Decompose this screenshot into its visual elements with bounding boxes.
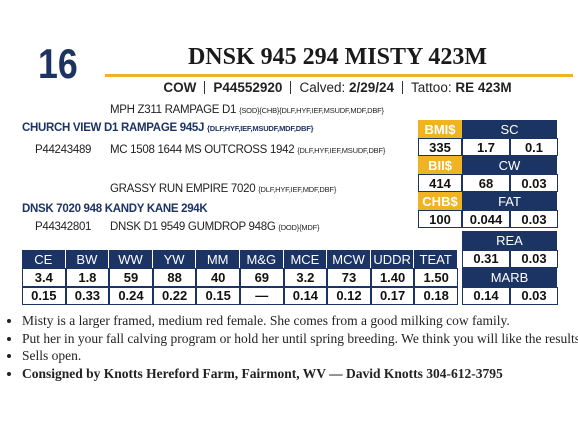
lot-number: 16 [38,40,78,87]
epd-accuracy: 0.22 [152,286,197,305]
pedigree-line: CHURCH VIEW D1 RAMPAGE 945J {DLF,HYF,IEF… [22,122,314,134]
epd-value: 3.2 [283,268,328,287]
epd-header: M&G [240,250,284,268]
tattoo-label: Tattoo: [411,80,452,95]
pedigree-line: MPH Z311 RAMPAGE D1 {SOD}{CHB}{DLF,HYF,I… [110,104,384,116]
pedigree-name: MPH Z311 RAMPAGE D1 [110,104,237,116]
epd-accuracy: 0.15 [22,286,66,305]
subheader: COW P44552920 Calved: 2/29/24 Tattoo: RE 42… [105,80,570,95]
note: Misty is a larger framed, medium red fem… [22,312,578,330]
separator [402,81,404,94]
pedigree-name: DNSK 7020 948 KANDY KANE 294K [22,203,208,215]
epd-accuracy: 0.14 [283,286,328,305]
index-label: BII$ [418,156,462,174]
pedigree-tags: {SOD}{CHB}{DLF,HYF,IEF,MSUDF,MDF,DBF} [239,106,384,115]
animal-name: DNSK 945 294 MISTY 423M [187,44,488,70]
pedigree-name: CHURCH VIEW D1 RAMPAGE 945J [22,122,205,134]
epd-header: YW [152,250,197,268]
trait-value: 0.03 [510,249,558,268]
trait-value: 68 [462,174,510,192]
epd-value: 1.8 [65,268,110,287]
pedigree-line: P44342801 [35,221,92,233]
epd-value: 69 [240,268,284,287]
trait-value: 0.044 [462,210,510,228]
pedigree-line: P44243489 [35,144,92,156]
epd-accuracy: 0.17 [370,286,415,305]
pedigree-line: GRASSY RUN EMPIRE 7020 {DLF,HYF,IEF,MDF,… [110,183,336,195]
note: Consigned by Knotts Hereford Farm, Fairm… [22,365,578,383]
epd-accuracy: 0.12 [327,286,371,305]
epd-header: BW [65,250,110,268]
epd-accuracy: 0.15 [196,286,240,305]
epd-header: MCE [283,250,328,268]
pedigree-tags: {DLF,HYF,IEF,MSUDF,MDF,DBF} [207,124,314,133]
separator [204,81,206,94]
note: Put her in your fall calving program or … [22,330,578,348]
trait-label: FAT [462,192,558,210]
epd-header: TEAT [414,250,458,268]
epd-accuracy: 0.18 [414,286,458,305]
epd-value: 1.50 [414,268,458,287]
epd-header: CE [22,250,66,268]
trait-label: CW [462,156,558,174]
separator [290,81,292,94]
epd-header: WW [109,250,153,268]
calved-label: Calved: [299,80,346,95]
pedigree-name: GRASSY RUN EMPIRE 7020 [110,183,256,195]
pedigree-tags: {DOD}{MDF} [278,223,320,232]
epd-value: 73 [327,268,371,287]
trait-value: 0.14 [462,286,510,305]
epd-value: 1.40 [370,268,415,287]
epd-value: 59 [109,268,153,287]
pedigree-name: DNSK D1 9549 GUMDROP 948G [110,221,276,233]
calved-date: 2/29/24 [349,80,395,95]
epd-header: MCW [327,250,371,268]
epd-value: 88 [152,268,197,287]
trait-label: SC [462,120,558,138]
epd-accuracy: — [240,286,284,305]
title-rule [105,74,573,77]
pedigree-name: MC 1508 1644 MS OUTCROSS 1942 [110,144,295,156]
pedigree-line: DNSK D1 9549 GUMDROP 948G {DOD}{MDF} [110,221,320,233]
pedigree-line: DNSK 7020 948 KANDY KANE 294K [22,203,208,215]
trait-value: 0.1 [510,138,558,156]
trait-value: 0.03 [510,174,558,192]
trait-label: MARB [462,268,558,287]
trait-value: 0.03 [510,286,558,305]
trait-value: 0.31 [462,249,510,268]
sex: COW [163,80,197,95]
index-value: 414 [418,174,462,192]
epd-value: 40 [196,268,240,287]
index-value: 100 [418,210,462,228]
trait-value: 1.7 [462,138,510,156]
pedigree-line: MC 1508 1644 MS OUTCROSS 1942 {DLF,HYF,I… [110,144,385,156]
pedigree-tags: {DLF,HYF,IEF,MSUDF,DBF} [297,146,386,155]
epd-accuracy: 0.33 [65,286,110,305]
note: Sells open. [22,347,578,365]
tattoo: RE 423M [455,80,512,95]
epd-header: UDDR [370,250,415,268]
index-label: CHB$ [418,192,462,210]
epd-accuracy: 0.24 [109,286,153,305]
notes: Misty is a larger framed, medium red fem… [4,312,578,382]
epd-value: 3.4 [22,268,66,287]
epd-header: MM [196,250,240,268]
trait-label: REA [462,231,558,250]
index-label: BMI$ [418,120,462,138]
registration: P44552920 [213,80,283,95]
trait-value: 0.03 [510,210,558,228]
index-value: 335 [418,138,462,156]
pedigree-tags: {DLF,HYF,IEF,MDF,DBF} [258,185,337,194]
